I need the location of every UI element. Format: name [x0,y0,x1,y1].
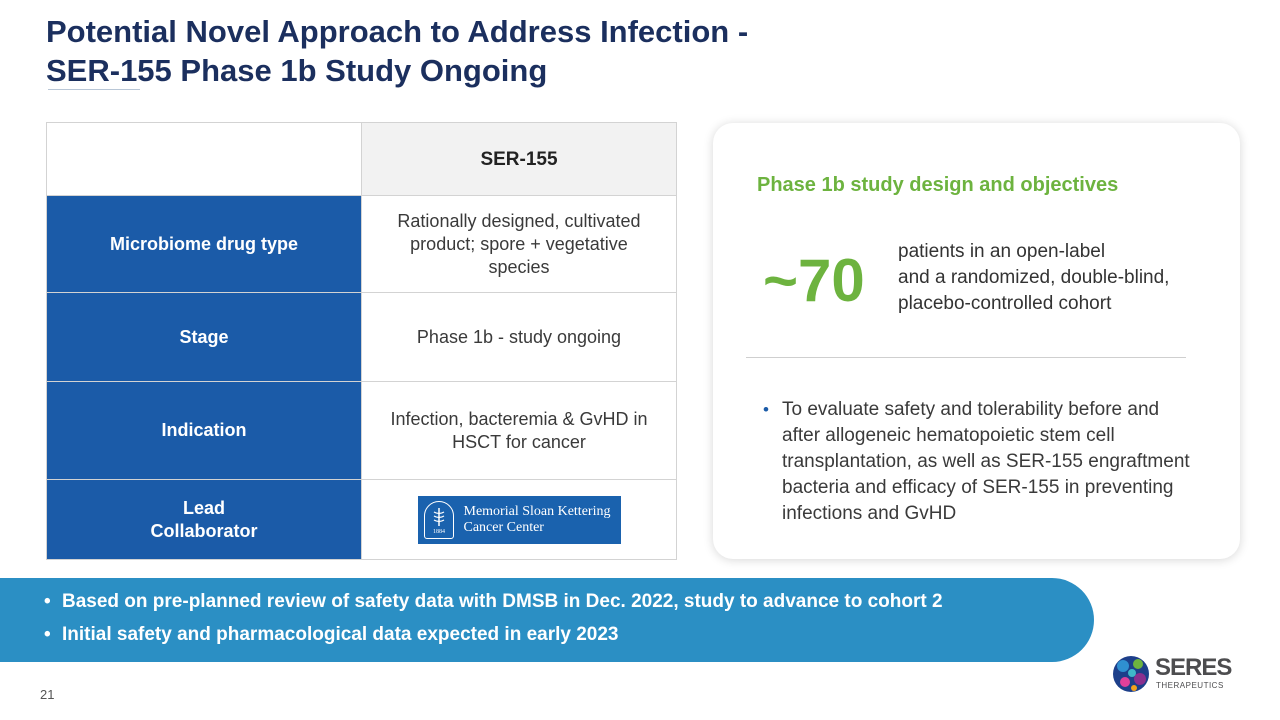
msk-line-2: Cancer Center [463,519,544,535]
msk-emblem-icon: 1884 [423,500,454,539]
objective-bullet: • To evaluate safety and tolerability be… [763,397,1193,527]
title-underline [48,89,140,90]
description-line: placebo-controlled cohort [898,293,1112,314]
description-line: patients in an open-label [898,241,1106,262]
banner-text: Based on pre-planned review of safety da… [62,591,943,612]
table-column-header: SER-155 [361,122,677,196]
table-header-row: SER-155 [46,122,677,196]
bullet-icon: • [763,400,769,419]
table-row: Lead Collaborator 1884 Memorial Sloan Ket… [46,479,677,560]
banner-bullet: • Initial safety and pharmacological dat… [44,624,619,646]
table-row: Microbiome drug type Rationally designed… [46,195,677,293]
row-value: Phase 1b - study ongoing [361,292,677,382]
msk-logo: 1884 Memorial Sloan Kettering Cancer Cen… [417,495,621,544]
program-table: SER-155 Microbiome drug type Rationally … [46,122,677,560]
seres-logo: SERES THERAPEUTICS [1112,650,1234,698]
card-divider [746,357,1186,358]
msk-wordmark: Memorial Sloan Kettering Cancer Center [464,504,611,536]
row-value: Rationally designed, cultivated product;… [361,195,677,293]
title-line-1: Potential Novel Approach to Address Infe… [46,14,749,49]
bullet-icon: • [44,591,51,612]
row-label: Lead Collaborator [46,479,362,560]
key-update-banner: • Based on pre-planned review of safety … [0,578,1094,662]
table-corner-cell [46,122,362,196]
banner-text: Initial safety and pharmacological data … [62,624,619,645]
table-row: Stage Phase 1b - study ongoing [46,292,677,382]
seres-wordmark: SERES [1155,654,1232,681]
patient-count: ~70 [763,247,865,314]
page-title: Potential Novel Approach to Address Infe… [46,12,748,90]
seres-subtext: THERAPEUTICS [1156,681,1224,690]
description-line: and a randomized, double-blind, [898,267,1170,288]
bullet-icon: • [44,624,51,645]
card-title: Phase 1b study design and objectives [757,174,1119,196]
title-line-2: SER-155 Phase 1b Study Ongoing [46,53,548,88]
study-design-card: Phase 1b study design and objectives ~70… [713,123,1240,559]
patient-count-description: patients in an open-label and a randomiz… [898,239,1169,317]
msk-line-1: Memorial Sloan Kettering [463,503,611,519]
row-label: Microbiome drug type [46,195,362,293]
table-row: Indication Infection, bacteremia & GvHD … [46,381,677,480]
row-label: Indication [46,381,362,480]
seres-mark-icon [1113,656,1149,692]
page-number: 21 [40,687,55,702]
row-value: Infection, bacteremia & GvHD in HSCT for… [361,381,677,480]
row-label: Stage [46,292,362,382]
banner-bullet: • Based on pre-planned review of safety … [44,591,943,613]
objective-text: To evaluate safety and tolerability befo… [782,399,1190,524]
row-value-logo: 1884 Memorial Sloan Kettering Cancer Cen… [361,479,677,560]
msk-year: 1884 [433,529,445,534]
